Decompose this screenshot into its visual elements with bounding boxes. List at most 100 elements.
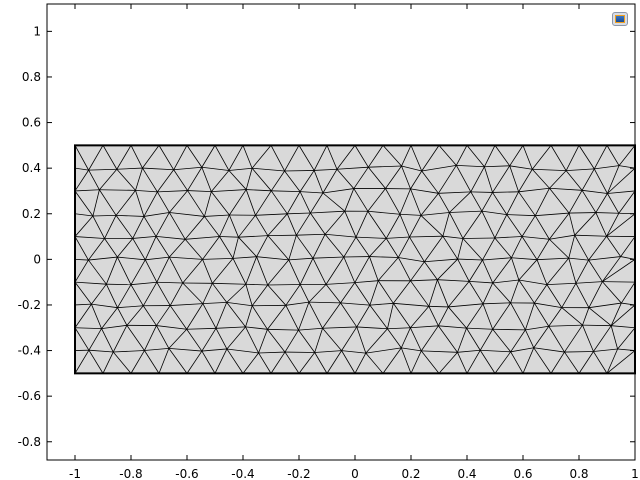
mesh-edge	[212, 283, 228, 303]
mesh-edge	[428, 306, 439, 327]
mesh-edge	[457, 327, 467, 353]
mesh-edge	[169, 212, 205, 217]
y-tick-label: 0.2	[22, 207, 41, 221]
mesh-edge	[322, 328, 342, 351]
mesh-edge	[492, 279, 519, 284]
mesh-edge	[569, 212, 596, 214]
zoom-extents-button[interactable]	[612, 12, 628, 26]
mesh-edge	[270, 351, 286, 374]
mesh-edge	[228, 167, 253, 171]
mesh-edge	[424, 258, 458, 263]
y-tick-label: -0.4	[18, 344, 41, 358]
mesh-edge	[466, 327, 493, 330]
mesh-edge	[354, 280, 379, 284]
mesh-edge	[549, 234, 575, 240]
mesh-edge	[510, 347, 534, 353]
mesh-edge	[369, 280, 379, 306]
mesh-edge	[88, 168, 117, 171]
mesh-edge	[442, 212, 450, 237]
mesh-edge	[367, 210, 401, 215]
mesh-edge	[202, 301, 227, 305]
mesh-edge	[549, 212, 570, 240]
y-tick-label: 1	[33, 24, 41, 38]
mesh-edge	[341, 350, 356, 374]
mesh-edge	[187, 190, 205, 217]
mesh-edge	[117, 238, 134, 258]
mesh-edge	[271, 190, 301, 193]
mesh-edge	[285, 284, 301, 306]
mesh-edge	[466, 327, 481, 351]
mesh-edge	[492, 191, 519, 193]
mesh-edge	[588, 259, 603, 282]
mesh-edge	[284, 145, 300, 172]
mesh-edge	[510, 351, 524, 374]
x-tick-label: 0	[351, 467, 359, 480]
mesh-edge	[420, 350, 440, 374]
mesh-edge	[410, 188, 422, 216]
mesh-edge	[356, 326, 367, 354]
mesh-edge	[594, 165, 620, 170]
mesh-edge	[226, 348, 244, 374]
mesh-edge	[116, 145, 132, 170]
mesh-edge	[356, 304, 371, 328]
mesh-edge	[157, 191, 170, 213]
mesh-edge	[322, 302, 341, 329]
mesh-edge	[173, 166, 202, 171]
mesh-edge	[574, 234, 589, 261]
mesh-edge	[88, 259, 107, 285]
mesh-edge	[606, 348, 618, 374]
mesh-edge	[387, 327, 411, 330]
mesh-edge	[466, 145, 485, 167]
mesh-edge	[74, 303, 92, 306]
mesh-edge	[214, 145, 230, 171]
mesh-edge	[201, 348, 227, 352]
mesh-edge	[574, 212, 597, 236]
mesh-edge	[356, 326, 388, 330]
mesh-edge	[156, 325, 187, 330]
mesh-edge	[232, 256, 257, 259]
mesh-edge	[256, 235, 269, 257]
mesh-edge	[365, 328, 388, 354]
mesh-edge	[204, 216, 220, 237]
mesh-edge	[536, 239, 550, 260]
mesh-edge	[344, 188, 355, 212]
mesh-edge	[232, 237, 239, 259]
mesh-edge	[368, 145, 384, 168]
mesh-edge	[410, 145, 423, 172]
mesh-edge	[457, 238, 464, 260]
mesh-edge	[326, 350, 342, 374]
mesh-edge	[492, 328, 526, 331]
mesh-edge	[202, 283, 213, 304]
mesh-edge	[575, 259, 589, 284]
mesh-edge	[144, 325, 157, 351]
y-tick-label: 0.6	[22, 116, 41, 130]
mesh-edge	[142, 167, 158, 193]
mesh-edge	[88, 350, 104, 374]
mesh-edge	[104, 215, 117, 239]
mesh-edge	[438, 145, 457, 166]
mesh-edge	[251, 167, 272, 192]
mesh-edge	[409, 235, 443, 238]
mesh-edge	[492, 302, 511, 330]
x-tick-label: 0.8	[569, 467, 588, 480]
mesh-edge	[409, 215, 422, 238]
mesh-edge	[355, 211, 369, 238]
mesh-edge	[481, 192, 493, 212]
mesh-edge	[401, 165, 411, 190]
mesh-edge	[621, 281, 636, 304]
mesh-edge	[457, 349, 481, 353]
mesh-edge	[215, 326, 246, 329]
mesh-edge	[267, 329, 286, 353]
mesh-edge	[410, 280, 430, 307]
mesh-edge	[298, 329, 316, 353]
mesh-edge	[211, 170, 230, 192]
mesh-edge	[324, 233, 345, 258]
mesh-edge	[462, 237, 495, 239]
mesh-edge	[618, 190, 636, 214]
mesh-edge	[117, 307, 128, 326]
mesh-edge	[492, 329, 511, 353]
mesh-edge	[270, 190, 288, 215]
mesh-edge	[410, 279, 438, 282]
mesh-edge	[582, 307, 590, 326]
